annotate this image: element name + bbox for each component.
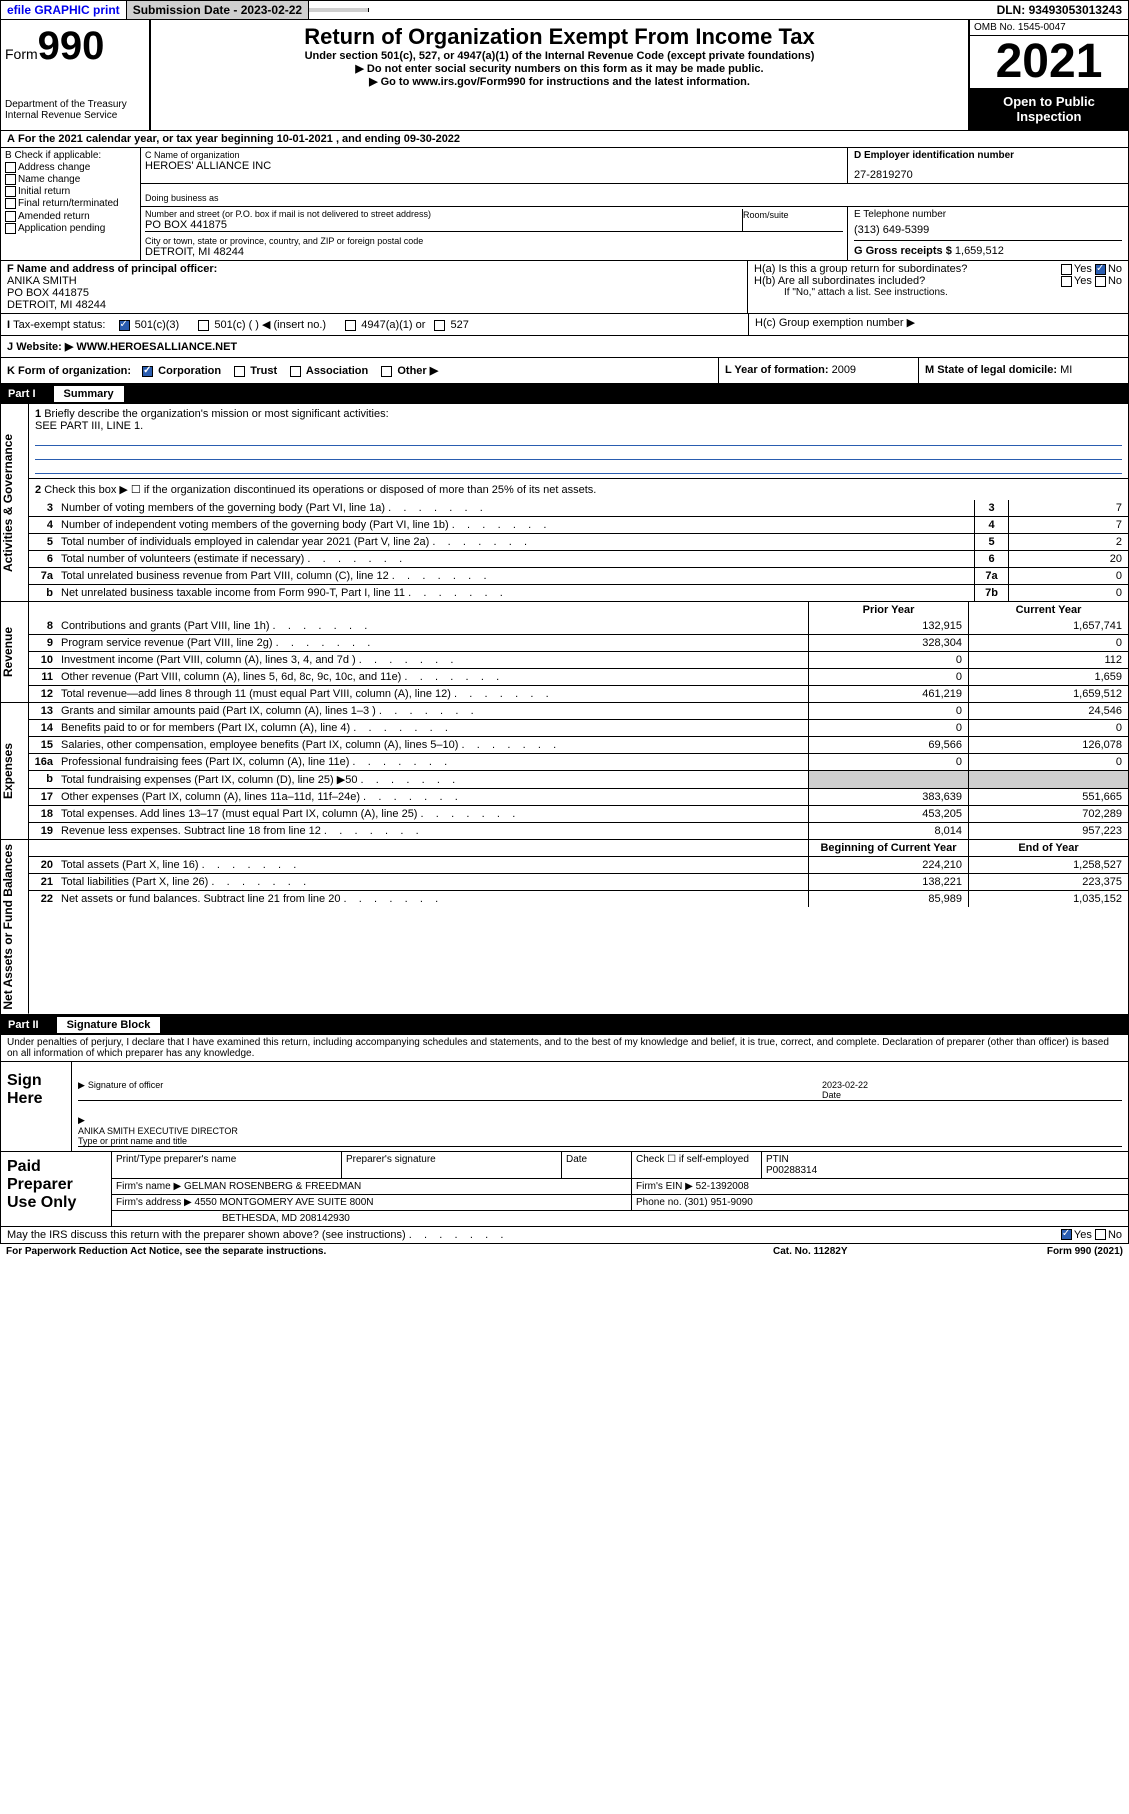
group-return: H(a) Is this a group return for subordin… xyxy=(748,261,1128,313)
form-title: Return of Organization Exempt From Incom… xyxy=(159,24,960,50)
summary-line: 13Grants and similar amounts paid (Part … xyxy=(29,703,1128,720)
summary-revenue: Revenue Prior Year Current Year 8Contrib… xyxy=(0,602,1129,703)
summary-line: 7aTotal unrelated business revenue from … xyxy=(29,568,1128,585)
tax-status: I Tax-exempt status: 501(c)(3) 501(c) ( … xyxy=(1,314,748,335)
summary-line: 17Other expenses (Part IX, column (A), l… xyxy=(29,789,1128,806)
summary-line: 10Investment income (Part VIII, column (… xyxy=(29,652,1128,669)
ein: D Employer identification number 27-2819… xyxy=(848,148,1128,184)
mission: 1 Briefly describe the organization's mi… xyxy=(29,404,1128,479)
part-i-header: Part ISummary xyxy=(0,384,1129,404)
b-header: B Check if applicable: xyxy=(5,150,136,161)
vlabel-rev: Revenue xyxy=(1,602,29,702)
paid-preparer: Paid Preparer Use Only Print/Type prepar… xyxy=(0,1152,1129,1227)
summary-line: 9Program service revenue (Part VIII, lin… xyxy=(29,635,1128,652)
summary-line: 21Total liabilities (Part X, line 26)138… xyxy=(29,874,1128,891)
paid-row-addr: Firm's address ▶ 4550 MONTGOMERY AVE SUI… xyxy=(112,1195,1128,1211)
summary-line: 16aProfessional fundraising fees (Part I… xyxy=(29,754,1128,771)
summary-line: 8Contributions and grants (Part VIII, li… xyxy=(29,618,1128,635)
paid-row-firm: Firm's name ▶ GELMAN ROSENBERG & FREEDMA… xyxy=(112,1179,1128,1195)
summary-line: 19Revenue less expenses. Subtract line 1… xyxy=(29,823,1128,839)
rev-header: Prior Year Current Year xyxy=(29,602,1128,618)
top-bar: efile GRAPHIC print Submission Date - 20… xyxy=(0,0,1129,20)
summary-line: 5Total number of individuals employed in… xyxy=(29,534,1128,551)
city: City or town, state or province, country… xyxy=(141,234,847,260)
submission-btn[interactable]: Submission Date - 2023-02-22 xyxy=(127,1,309,19)
discuss-row: May the IRS discuss this return with the… xyxy=(0,1227,1129,1244)
net-header: Beginning of Current Year End of Year xyxy=(29,840,1128,857)
paid-row-1: Print/Type preparer's name Preparer's si… xyxy=(112,1152,1128,1179)
summary-line: 22Net assets or fund balances. Subtract … xyxy=(29,891,1128,907)
year-formation: L Year of formation: 2009 xyxy=(718,358,918,383)
omb-number: OMB No. 1545-0047 xyxy=(970,20,1128,36)
footer: For Paperwork Reduction Act Notice, see … xyxy=(0,1244,1129,1259)
summary-line: 4Number of independent voting members of… xyxy=(29,517,1128,534)
open-inspection: Open to Public Inspection xyxy=(970,88,1128,130)
summary-line: 14Benefits paid to or for members (Part … xyxy=(29,720,1128,737)
summary-expenses: Expenses 13Grants and similar amounts pa… xyxy=(0,703,1129,840)
row-ij: I Tax-exempt status: 501(c)(3) 501(c) ( … xyxy=(0,314,1129,336)
chk-pending[interactable]: Application pending xyxy=(5,223,136,234)
blank-btn xyxy=(309,8,369,12)
paid-row-addr2: BETHESDA, MD 208142930 xyxy=(112,1211,1128,1226)
org-name: C Name of organization HEROES' ALLIANCE … xyxy=(141,148,848,184)
row-klm: K Form of organization: Corporation Trus… xyxy=(0,358,1129,384)
summary-line: 6Total number of volunteers (estimate if… xyxy=(29,551,1128,568)
website: J Website: ▶ WWW.HEROESALLIANCE.NET xyxy=(0,336,1129,358)
section-bcd: B Check if applicable: Address change Na… xyxy=(0,148,1129,261)
line2: 2 Check this box ▶ ☐ if the organization… xyxy=(29,479,1128,500)
dln: DLN: 93493053013243 xyxy=(991,1,1128,19)
vlabel-gov: Activities & Governance xyxy=(1,404,29,601)
phone-receipts: E Telephone number (313) 649-5399 G Gros… xyxy=(848,207,1128,260)
perjury-text: Under penalties of perjury, I declare th… xyxy=(0,1035,1129,1062)
summary-line: 12Total revenue—add lines 8 through 11 (… xyxy=(29,686,1128,702)
row-a: A For the 2021 calendar year, or tax yea… xyxy=(0,131,1129,148)
chk-amended[interactable]: Amended return xyxy=(5,211,136,222)
chk-initial[interactable]: Initial return xyxy=(5,186,136,197)
vlabel-net: Net Assets or Fund Balances xyxy=(1,840,29,1014)
goto-link[interactable]: ▶ Go to www.irs.gov/Form990 for instruct… xyxy=(159,75,960,88)
group-exemption: H(c) Group exemption number ▶ xyxy=(748,314,1128,335)
chk-final[interactable]: Final return/terminated xyxy=(5,198,136,209)
summary-line: 3Number of voting members of the governi… xyxy=(29,500,1128,517)
summary-line: 20Total assets (Part X, line 16)224,2101… xyxy=(29,857,1128,874)
dept-treasury: Department of the Treasury Internal Reve… xyxy=(5,99,145,121)
summary-line: 18Total expenses. Add lines 13–17 (must … xyxy=(29,806,1128,823)
chk-name[interactable]: Name change xyxy=(5,174,136,185)
row-f: F Name and address of principal officer:… xyxy=(0,261,1129,314)
dba: Doing business as xyxy=(141,184,1128,207)
summary-net: Net Assets or Fund Balances Beginning of… xyxy=(0,840,1129,1015)
state-domicile: M State of legal domicile: MI xyxy=(918,358,1128,383)
sign-label: Sign Here xyxy=(1,1062,71,1151)
principal-officer: F Name and address of principal officer:… xyxy=(1,261,748,313)
form-of-org: K Form of organization: Corporation Trus… xyxy=(1,358,718,383)
part-ii-header: Part IISignature Block xyxy=(0,1015,1129,1035)
summary-line: 15Salaries, other compensation, employee… xyxy=(29,737,1128,754)
tax-year: 2021 xyxy=(970,36,1128,88)
room: Room/suite xyxy=(743,209,843,232)
street: Number and street (or P.O. box if mail i… xyxy=(145,209,743,232)
sign-here: Sign Here Signature of officer 2023-02-2… xyxy=(0,1062,1129,1152)
summary-line: 11Other revenue (Part VIII, column (A), … xyxy=(29,669,1128,686)
form-id: Form990 Department of the Treasury Inter… xyxy=(1,20,151,130)
form-subtitle: Under section 501(c), 527, or 4947(a)(1)… xyxy=(159,50,960,62)
paid-label: Paid Preparer Use Only xyxy=(1,1152,111,1226)
col-b: B Check if applicable: Address change Na… xyxy=(1,148,141,260)
summary-governance: Activities & Governance 1 Briefly descri… xyxy=(0,404,1129,602)
ssn-warning: ▶ Do not enter social security numbers o… xyxy=(159,62,960,75)
summary-line: bNet unrelated business taxable income f… xyxy=(29,585,1128,601)
efile-label: efile GRAPHIC print xyxy=(1,1,127,19)
form-header: Form990 Department of the Treasury Inter… xyxy=(0,20,1129,131)
chk-address[interactable]: Address change xyxy=(5,162,136,173)
vlabel-exp: Expenses xyxy=(1,703,29,839)
summary-line: bTotal fundraising expenses (Part IX, co… xyxy=(29,771,1128,789)
